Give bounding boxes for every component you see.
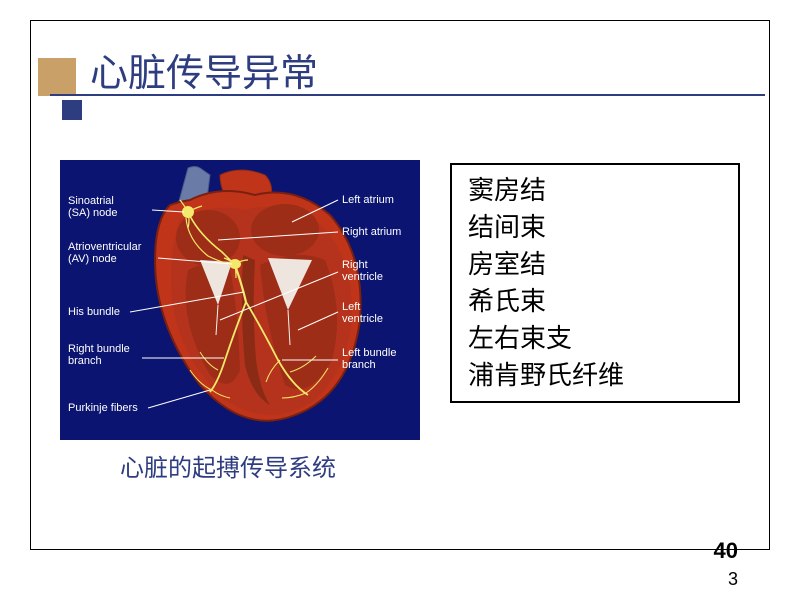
label-sa-node-2: (SA) node bbox=[68, 207, 118, 219]
label-av-node: Atrioventricular bbox=[68, 241, 142, 253]
badge-number: 40 bbox=[714, 538, 738, 564]
label-right-atrium: Right atrium bbox=[342, 226, 401, 238]
label-av-node-2: (AV) node bbox=[68, 253, 117, 265]
label-right-ventricle-2: ventricle bbox=[342, 271, 383, 283]
label-left-ventricle-2: ventricle bbox=[342, 313, 383, 325]
heart-caption: 心脏的起搏传导系统 bbox=[120, 448, 336, 483]
terms-box: 窦房结 结间束 房室结 希氏束 左右束支 浦肯野氏纤维 bbox=[450, 163, 740, 403]
label-left-branch: Left bundle bbox=[342, 347, 396, 359]
heart-diagram: Sinoatrial (SA) node Atrioventricular (A… bbox=[60, 160, 420, 440]
label-purkinje: Purkinje fibers bbox=[68, 402, 138, 414]
term-item: 房室结 bbox=[468, 247, 722, 284]
term-item: 浦肯野氏纤维 bbox=[468, 358, 722, 395]
slide-title: 心脏传导异常 bbox=[90, 42, 318, 97]
label-right-branch: Right bundle bbox=[68, 343, 130, 355]
label-his-bundle: His bundle bbox=[68, 306, 120, 318]
label-right-ventricle: Right bbox=[342, 259, 368, 271]
label-left-branch-2: branch bbox=[342, 359, 376, 371]
title-underline bbox=[50, 94, 765, 96]
label-left-ventricle: Left bbox=[342, 301, 360, 313]
label-left-atrium: Left atrium bbox=[342, 194, 394, 206]
term-item: 左右束支 bbox=[468, 321, 722, 358]
term-item: 结间束 bbox=[468, 210, 722, 247]
deco-square-large bbox=[38, 58, 76, 96]
label-sa-node: Sinoatrial bbox=[68, 195, 114, 207]
label-right-branch-2: branch bbox=[68, 355, 102, 367]
term-item: 希氏束 bbox=[468, 284, 722, 321]
deco-square-small bbox=[62, 100, 82, 120]
page-number: 3 bbox=[728, 569, 738, 590]
term-item: 窦房结 bbox=[468, 173, 722, 210]
